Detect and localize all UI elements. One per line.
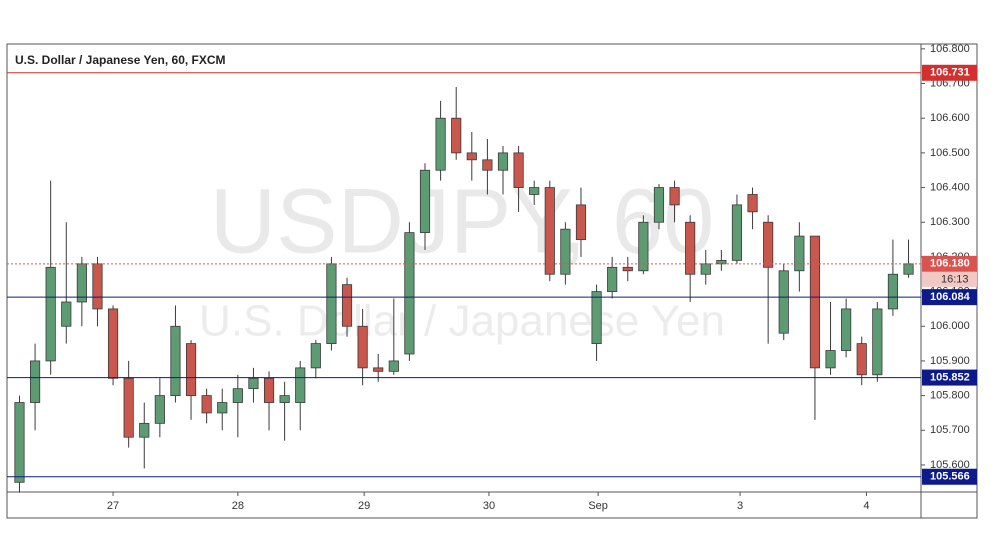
candle-body xyxy=(232,388,243,403)
candle-body xyxy=(778,270,789,334)
candle-body xyxy=(560,228,571,275)
candle-body xyxy=(607,266,618,292)
candle-body xyxy=(217,402,228,414)
countdown: 16:13 xyxy=(941,274,969,286)
candle-body xyxy=(76,263,87,303)
x-tick-label: 28 xyxy=(232,500,244,512)
candle-body xyxy=(373,367,384,372)
candle-body xyxy=(404,232,415,355)
level-label-box xyxy=(922,369,977,386)
candle-body xyxy=(92,263,103,310)
level-label-box xyxy=(922,289,977,306)
candle-body xyxy=(139,422,150,438)
candle-body xyxy=(248,377,259,390)
y-tick-label: 106.800 xyxy=(930,43,970,55)
candle-body xyxy=(887,273,899,310)
candle-body xyxy=(747,194,758,213)
level-label: 106.084 xyxy=(930,291,971,303)
level-label: 105.566 xyxy=(930,471,970,483)
candle-body xyxy=(201,395,212,414)
candle-body xyxy=(310,343,321,369)
level-label-box xyxy=(922,468,977,485)
x-tick-label: Sep xyxy=(588,500,608,512)
candle-body xyxy=(263,377,275,403)
candle-body xyxy=(497,152,509,171)
y-tick-label: 105.800 xyxy=(930,390,970,402)
y-tick-label: 105.700 xyxy=(930,424,970,436)
level-label: 105.852 xyxy=(930,371,970,383)
candle-body xyxy=(529,187,540,195)
candle-body xyxy=(185,343,197,397)
candle-body xyxy=(357,325,368,369)
candle-body xyxy=(591,291,602,344)
candle-body xyxy=(731,204,743,261)
candle-body xyxy=(716,259,727,265)
y-tick-label: 106.000 xyxy=(930,320,970,332)
frame xyxy=(6,43,978,519)
candle-body xyxy=(482,159,493,171)
candle-body xyxy=(669,187,680,206)
x-tick-label: 30 xyxy=(483,500,495,512)
plot xyxy=(7,72,921,493)
candle-body xyxy=(841,308,852,351)
candle-body xyxy=(107,308,119,379)
y-tick-label: 105.600 xyxy=(930,459,970,471)
candle-body xyxy=(61,301,72,327)
x-tick-label: 4 xyxy=(863,500,869,512)
candle-body xyxy=(419,169,431,234)
candle-body xyxy=(123,377,134,438)
watermark-subtitle: U.S. Dollar / Japanese Yen xyxy=(199,297,725,346)
candle-body xyxy=(170,325,181,397)
level-label: 106.731 xyxy=(930,67,970,79)
candle-body xyxy=(653,187,665,223)
candle-body xyxy=(341,284,353,327)
candle-body xyxy=(575,204,587,240)
level-label: 106.180 xyxy=(930,258,970,270)
candle-body xyxy=(451,117,462,154)
x-tick-label: 3 xyxy=(737,500,743,512)
candle-body xyxy=(685,221,696,275)
candle-body xyxy=(872,308,883,376)
countdown-box xyxy=(922,271,977,287)
y-tick-label: 106.300 xyxy=(930,216,970,228)
y-tick-label: 105.900 xyxy=(930,355,970,367)
candle-body xyxy=(809,235,821,369)
candle-body xyxy=(279,395,290,403)
candle-body xyxy=(903,263,914,275)
y-tick-label: 106.400 xyxy=(930,181,970,193)
candle-body xyxy=(45,266,56,362)
level-label-box xyxy=(922,64,977,81)
candle-body xyxy=(388,360,399,372)
candle-body xyxy=(435,117,446,171)
candle-body xyxy=(638,221,649,272)
candle-body xyxy=(622,266,633,272)
candle-body xyxy=(700,263,711,275)
candle-body xyxy=(825,350,836,369)
candle-body xyxy=(295,367,306,403)
candle-body xyxy=(154,395,165,424)
y-tick-label: 106.500 xyxy=(930,147,970,159)
candle-body xyxy=(326,263,337,344)
candle-body xyxy=(763,221,774,268)
x-tick-label: 27 xyxy=(107,500,119,512)
candle-body xyxy=(544,187,555,275)
candle-body xyxy=(466,152,477,161)
candle-body xyxy=(513,152,524,188)
level-label-box xyxy=(922,255,977,272)
candle-body xyxy=(856,343,867,376)
candle-body xyxy=(794,235,805,272)
candle-body xyxy=(14,402,25,483)
chart-title: U.S. Dollar / Japanese Yen, 60, FXCM xyxy=(15,53,226,67)
x-tick-label: 29 xyxy=(358,500,370,512)
y-tick-label: 106.600 xyxy=(930,112,970,124)
watermark: USDJPY, 60 xyxy=(210,170,715,272)
candle-body xyxy=(29,360,41,403)
